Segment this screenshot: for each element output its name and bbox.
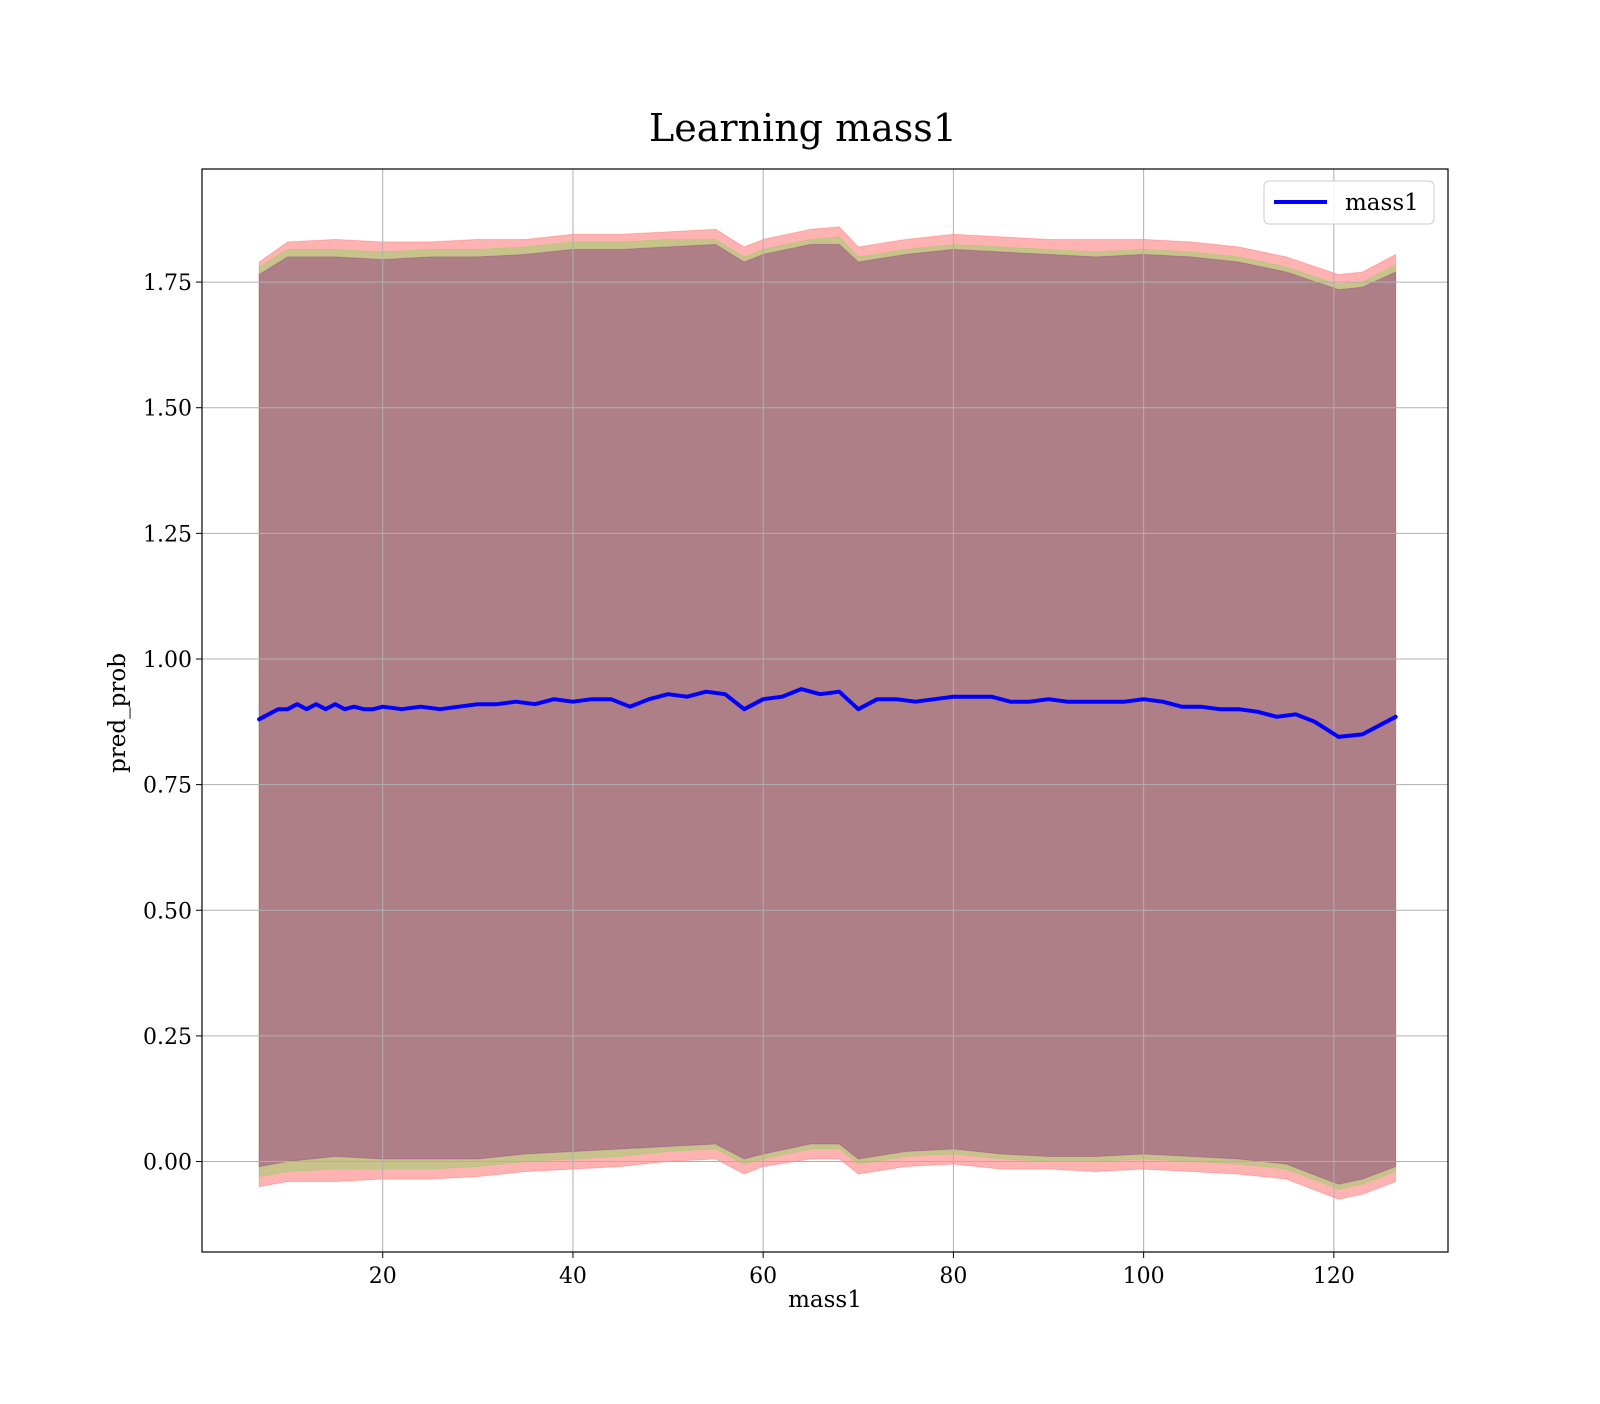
- y-tick-label: 0.75: [143, 774, 192, 799]
- x-tick-label: 80: [939, 1264, 967, 1289]
- legend: mass1: [1263, 180, 1435, 225]
- y-tick-label: 1.50: [143, 397, 192, 422]
- y-tick-label: 1.00: [143, 648, 192, 673]
- y-tick-label: 0.50: [143, 899, 192, 924]
- y-tick-label: 0.00: [143, 1151, 192, 1176]
- confidence-band-3: [258, 243, 1397, 1185]
- y-tick-label: 1.75: [143, 271, 192, 296]
- confidence-band-2: [258, 236, 1397, 1190]
- confidence-band-1: [258, 226, 1397, 1200]
- grid-group: [202, 169, 1448, 1252]
- legend-label: mass1: [1345, 190, 1419, 216]
- y-axis-label: pred_prob: [105, 653, 131, 773]
- x-tick-label: 120: [1313, 1264, 1355, 1289]
- x-axis-label: mass1: [788, 1287, 862, 1313]
- y-tick-label: 1.25: [143, 522, 192, 547]
- series-group: [257, 687, 1398, 739]
- x-tick-label: 40: [559, 1264, 587, 1289]
- x-tick-label: 60: [749, 1264, 777, 1289]
- legend-box: [1263, 180, 1435, 225]
- x-tick-label: 100: [1123, 1264, 1165, 1289]
- y-tick-label: 0.25: [143, 1025, 192, 1050]
- chart-title: Learning mass1: [649, 106, 957, 150]
- band-group: [258, 226, 1397, 1200]
- plot-area: 20 40 60 80 100 120 0.00 0.25 0.50 0.75 1.00 1.25 1.…: [143, 168, 1449, 1289]
- series-line-mass1: [257, 687, 1398, 739]
- tick-group: 20 40 60 80 100 120 0.00 0.25 0.50 0.75 1.00 1.25 1.…: [143, 271, 1355, 1289]
- x-tick-label: 20: [369, 1264, 397, 1289]
- axes-frame: [201, 168, 1449, 1253]
